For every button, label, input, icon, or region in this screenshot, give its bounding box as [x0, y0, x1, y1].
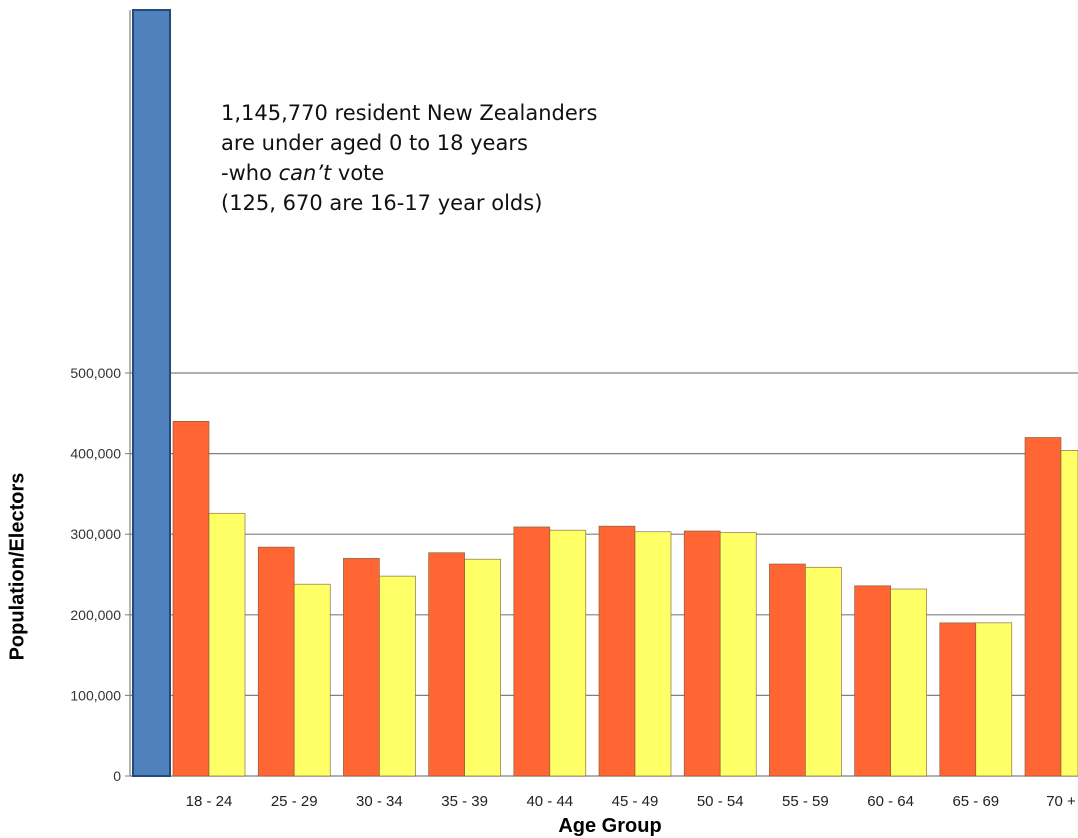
x-tick-label: 55 - 59 [782, 793, 829, 810]
x-tick-label: 45 - 49 [612, 793, 659, 810]
y-tick-label: 200,000 [70, 607, 121, 623]
bar-electors [293, 583, 331, 777]
under-18-bar [132, 9, 171, 777]
bar-electors [1060, 450, 1078, 777]
bar-population [769, 563, 806, 777]
bar-electors [549, 529, 587, 777]
y-tick-labels: 0 100,000 200,000 300,000 400,000 500,000 [70, 365, 121, 784]
x-tick-label: 25 - 29 [271, 793, 318, 810]
bar-electors [805, 566, 842, 777]
y-tick-label: 400,000 [70, 446, 121, 462]
bar-population [343, 558, 380, 777]
bar-population [513, 526, 551, 777]
bar-population [854, 585, 891, 777]
x-axis-title: Age Group [558, 815, 662, 837]
bar-electors [379, 575, 416, 777]
x-tick-labels: 18 - 24 25 - 29 30 - 34 35 - 39 40 - 44 45 - … [186, 793, 1076, 810]
bar-electors [975, 622, 1013, 777]
bar-electors [890, 588, 927, 777]
annotation-line-2: are under aged 0 to 18 years [221, 131, 528, 155]
bar-population [1024, 437, 1062, 777]
bar-population [428, 552, 465, 777]
bar-electors [634, 531, 672, 777]
bar-population [172, 421, 210, 777]
bar-population [683, 530, 721, 777]
bar-electors [208, 512, 246, 777]
x-tick-label: 18 - 24 [186, 793, 233, 810]
annotation-line-3-emphasis: can’t [278, 161, 332, 185]
annotation-line-4: (125, 670 are 16-17 year olds) [221, 191, 543, 215]
y-tick-label: 100,000 [70, 687, 121, 703]
x-tick-label: 50 - 54 [697, 793, 744, 810]
bar-population [257, 546, 295, 777]
x-tick-label: 30 - 34 [356, 793, 403, 810]
annotation-line-1: 1,145,770 resident New Zealanders [221, 101, 598, 125]
x-tick-label: 70 + [1046, 793, 1076, 810]
under-18-annotation: 1,145,770 resident New Zealanders are un… [221, 98, 597, 218]
x-tick-label: 65 - 69 [952, 793, 999, 810]
x-tick-label: 60 - 64 [867, 793, 914, 810]
bar-population [598, 525, 636, 777]
y-axis-title: Population/Electors [6, 472, 29, 661]
bar-population [939, 622, 977, 777]
x-tick-label: 35 - 39 [441, 793, 488, 810]
bars [132, 9, 1078, 777]
y-tick-label: 500,000 [70, 365, 121, 381]
x-tick-label: 40 - 44 [526, 793, 573, 810]
y-tick-label: 0 [113, 768, 121, 784]
annotation-line-3-prefix: -who [221, 161, 279, 185]
annotation-line-3: -who can’t vote [221, 158, 597, 188]
annotation-line-3-suffix: vote [331, 161, 385, 185]
bar-electors [719, 532, 757, 777]
y-tick-label: 300,000 [70, 526, 121, 542]
bar-electors [464, 558, 501, 777]
